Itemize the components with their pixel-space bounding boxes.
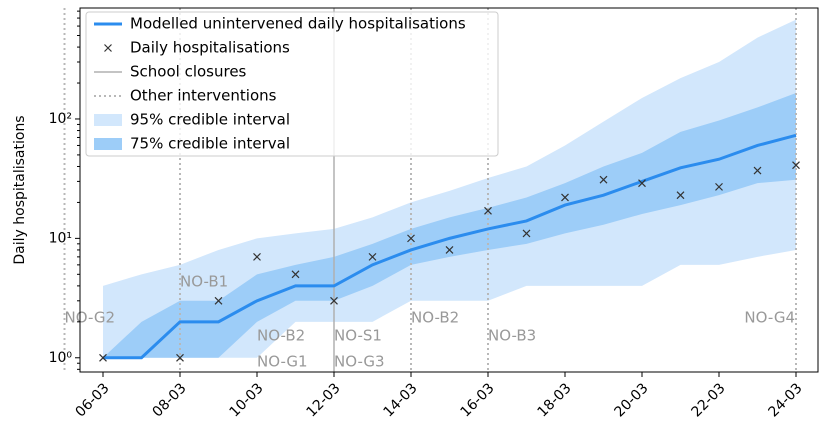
x-tick-label: 12-03 — [304, 380, 344, 420]
x-tick-label: 18-03 — [535, 380, 575, 420]
annotation: NO-G1 — [257, 353, 308, 371]
legend-swatch — [94, 138, 122, 150]
y-tick-label: 10² — [49, 111, 72, 127]
x-tick-label: 06-03 — [73, 380, 113, 420]
data-point — [522, 229, 531, 238]
data-point — [253, 252, 261, 261]
legend-label: Other interventions — [130, 87, 277, 105]
legend-label: 75% credible interval — [130, 135, 290, 153]
model-line — [103, 133, 797, 360]
legend-label: School closures — [130, 63, 247, 81]
annotation: NO-B1 — [180, 273, 228, 291]
y-tick-label: 10¹ — [49, 230, 72, 246]
legend-box — [85, 11, 499, 157]
data-point — [445, 246, 454, 254]
annotation: NO-B2 — [257, 327, 305, 345]
data-point — [561, 193, 569, 202]
data-point — [99, 353, 107, 362]
annotation: NO-G2 — [65, 309, 116, 327]
x-tick-label: 08-03 — [150, 380, 190, 420]
x-tick-label: 16-03 — [458, 380, 498, 420]
annotation: NO-G4 — [744, 309, 795, 327]
data-point — [214, 296, 223, 305]
x-tick-label: 20-03 — [612, 380, 652, 420]
annotation: NO-B2 — [411, 309, 459, 327]
annotation: NO-S1 — [334, 327, 382, 345]
x-tick-label: 22-03 — [689, 380, 729, 420]
data-point — [676, 191, 685, 200]
data-point — [599, 175, 608, 184]
legend-label: 95% credible interval — [130, 111, 290, 129]
x-tick-label: 10-03 — [227, 380, 267, 420]
plot-frame — [79, 7, 819, 373]
data-point — [638, 179, 646, 188]
data-point — [176, 353, 184, 362]
data-point — [484, 206, 492, 215]
legend-label: Modelled unintervened daily hospitalisat… — [130, 15, 466, 33]
legend-label: Daily hospitalisations — [130, 39, 290, 57]
data-point — [753, 166, 762, 175]
data-point — [368, 252, 377, 261]
data-point — [330, 296, 338, 305]
annotation: NO-B3 — [488, 327, 536, 345]
data-point — [792, 161, 800, 170]
data-point — [715, 182, 723, 191]
data-point — [407, 234, 415, 243]
legend-marker — [104, 44, 112, 52]
legend-swatch — [94, 114, 122, 126]
x-tick-label: 14-03 — [381, 380, 421, 420]
credible-band — [103, 93, 796, 358]
y-axis-label: Daily hospitalisations — [12, 115, 28, 264]
x-tick-label: 24-03 — [766, 380, 806, 420]
y-tick-label: 10⁰ — [49, 350, 73, 366]
data-point — [291, 270, 300, 279]
legend: Modelled unintervened daily hospitalisat… — [85, 11, 499, 157]
annotation: NO-G3 — [334, 353, 385, 371]
